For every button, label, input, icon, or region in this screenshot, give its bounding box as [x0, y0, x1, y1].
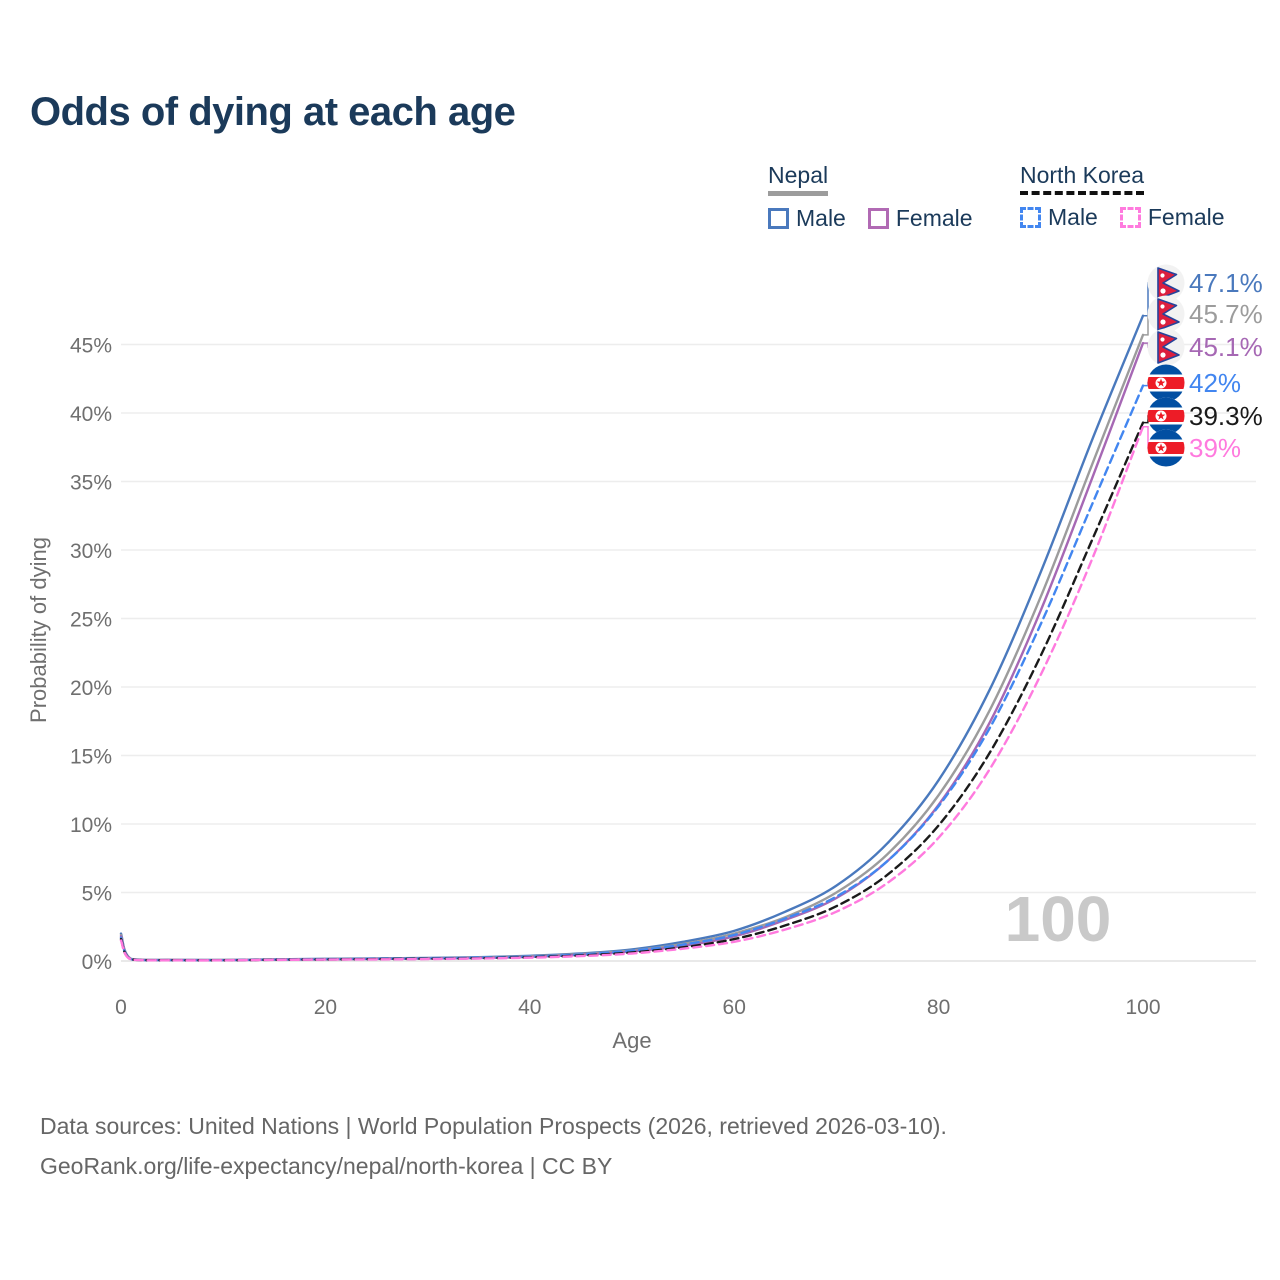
- page-title: Odds of dying at each age: [30, 90, 516, 134]
- north-korea-flag-icon: [1147, 397, 1185, 435]
- legend-item-nepal-female[interactable]: Female: [867, 205, 973, 232]
- x-tick-label: 40: [518, 996, 541, 1019]
- legend-item-nepal-male[interactable]: Male: [768, 205, 846, 232]
- x-tick-label: 60: [723, 996, 746, 1019]
- y-tick-label: 10%: [70, 814, 112, 837]
- legend-country-nepal: Nepal: [768, 162, 829, 197]
- nepal-flag-icon: [1146, 294, 1186, 334]
- end-label-north-korea-female: 39%: [1189, 433, 1241, 463]
- footer-sources: Data sources: United Nations | World Pop…: [40, 1113, 947, 1139]
- y-tick-label: 25%: [70, 609, 112, 632]
- y-tick-label: 5%: [82, 883, 112, 906]
- legend-group-nepal: Nepal Male Female: [768, 162, 973, 232]
- x-axis-title: Age: [612, 1028, 651, 1053]
- y-tick-label: 20%: [70, 677, 112, 700]
- series-line-nepal-female[interactable]: [119, 341, 1145, 962]
- legend-country-north-korea: North Korea: [1020, 162, 1145, 196]
- north-korea-female-swatch-icon: [1119, 207, 1141, 229]
- series-line-north-korea-female[interactable]: [119, 425, 1145, 962]
- watermark-age: 100: [1005, 883, 1112, 955]
- legend-item-north-korea-female[interactable]: Female: [1119, 204, 1225, 231]
- footer: Data sources: United Nations | World Pop…: [40, 1106, 947, 1186]
- legend-group-north-korea: North Korea Male Female: [1020, 162, 1225, 231]
- legend-label-nepal-female: Female: [895, 205, 973, 232]
- nepal-female-swatch-icon: [867, 208, 889, 230]
- end-label-nepal-overall: 45.7%: [1189, 299, 1263, 329]
- y-axis-title: Probability of dying: [26, 537, 51, 723]
- y-tick-label: 30%: [70, 540, 112, 563]
- series-line-nepal-overall[interactable]: [119, 333, 1145, 962]
- end-label-north-korea-overall: 39.3%: [1189, 401, 1263, 431]
- nepal-male-swatch-icon: [768, 208, 789, 230]
- end-label-nepal-female: 45.1%: [1189, 332, 1263, 362]
- legend-item-north-korea-male[interactable]: Male: [1020, 204, 1098, 231]
- y-tick-label: 40%: [70, 403, 112, 426]
- north-korea-flag-icon: [1147, 364, 1185, 402]
- x-tick-label: 0: [115, 996, 127, 1019]
- x-tick-label: 100: [1125, 996, 1160, 1019]
- x-tick-label: 80: [927, 996, 950, 1019]
- x-tick-label: 20: [314, 996, 337, 1019]
- series-line-north-korea-male[interactable]: [119, 384, 1145, 962]
- end-label-north-korea-male: 42%: [1189, 368, 1241, 398]
- y-tick-label: 35%: [70, 472, 112, 495]
- north-korea-male-swatch-icon: [1020, 207, 1041, 229]
- y-tick-label: 45%: [70, 335, 112, 358]
- legend-label-north-korea-female: Female: [1147, 204, 1225, 231]
- legend-label-nepal-male: Male: [796, 205, 846, 232]
- y-tick-label: 15%: [70, 746, 112, 769]
- y-tick-label: 0%: [82, 951, 112, 974]
- nepal-flag-icon: [1146, 327, 1186, 367]
- north-korea-flag-icon: [1147, 429, 1185, 467]
- legend-label-north-korea-male: Male: [1048, 204, 1098, 231]
- end-label-nepal-male: 47.1%: [1189, 268, 1263, 298]
- footer-attribution: GeoRank.org/life-expectancy/nepal/north-…: [40, 1153, 613, 1179]
